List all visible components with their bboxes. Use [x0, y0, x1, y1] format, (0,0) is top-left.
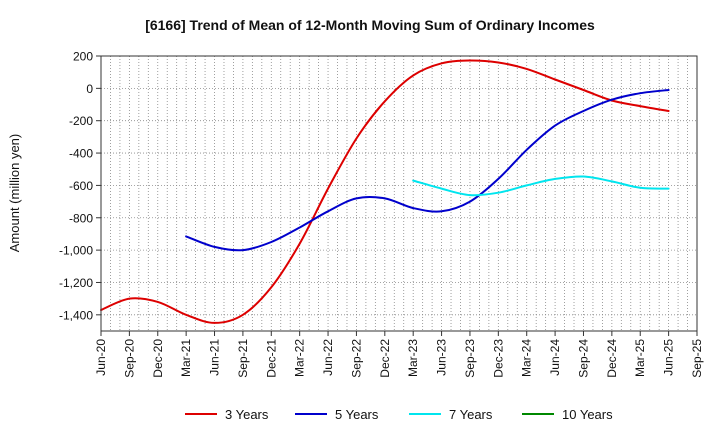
- chart-title: [6166] Trend of Mean of 12-Month Moving …: [145, 17, 595, 33]
- x-tick-label: Jun-24: [548, 339, 562, 376]
- x-tick-label: Dec-22: [378, 339, 392, 378]
- legend-label-7-years: 7 Years: [449, 407, 493, 422]
- y-axis-title: Amount (million yen): [7, 134, 22, 253]
- x-tick-label: Sep-24: [576, 339, 590, 378]
- plot-frame: [100, 55, 698, 332]
- x-tick-label: Mar-23: [406, 339, 420, 377]
- y-tick-label: -400: [69, 147, 93, 161]
- y-tick-label: -600: [69, 179, 93, 193]
- y-tick-label: -1,000: [59, 244, 93, 258]
- x-tick-label: Dec-21: [264, 339, 278, 378]
- x-tick-label: Jun-22: [321, 339, 335, 376]
- y-tick-label: 200: [73, 50, 93, 64]
- x-tick-label: Mar-24: [520, 339, 534, 377]
- y-tick-label: 0: [86, 82, 93, 96]
- series-line-5-years: [185, 89, 670, 252]
- x-tick-label: Jun-25: [662, 339, 676, 376]
- x-tick-label: Dec-24: [605, 339, 619, 378]
- x-tick-label: Mar-21: [179, 339, 193, 377]
- legend-label-5-years: 5 Years: [335, 407, 379, 422]
- x-tick-label: Sep-21: [236, 339, 250, 378]
- y-tick-label: -1,400: [59, 308, 93, 322]
- series-layer: [100, 59, 670, 324]
- x-tick-label: Dec-20: [151, 339, 165, 378]
- y-axis: 200 0 -200 -400 -600 -800 -1,000 -1,200 -1,400: [59, 50, 101, 322]
- x-tick-label: Sep-25: [690, 339, 704, 378]
- x-tick-label: Jun-20: [94, 339, 108, 376]
- x-tick-label: Sep-22: [349, 339, 363, 378]
- x-tick-label: Sep-20: [122, 339, 136, 378]
- y-tick-label: -800: [69, 211, 93, 225]
- x-axis: Jun-20 Sep-20 Dec-20 Mar-21 Jun-21 Sep-21 Dec-…: [94, 331, 704, 378]
- x-tick-label: Mar-22: [293, 339, 307, 377]
- legend-label-3-years: 3 Years: [225, 407, 269, 422]
- x-tick-label: Jun-21: [208, 339, 222, 376]
- x-tick-label: Jun-23: [435, 339, 449, 376]
- x-tick-label: Mar-25: [633, 339, 647, 377]
- legend: 3 Years 5 Years 7 Years 10 Years: [185, 407, 613, 422]
- series-line-3-years: [100, 59, 670, 324]
- plot-area: [101, 56, 697, 331]
- x-tick-label: Dec-23: [491, 339, 505, 378]
- legend-label-10-years: 10 Years: [562, 407, 613, 422]
- y-tick-label: -200: [69, 114, 93, 128]
- series-line-7-years: [412, 175, 670, 197]
- y-tick-label: -1,200: [59, 276, 93, 290]
- x-tick-label: Sep-23: [463, 339, 477, 378]
